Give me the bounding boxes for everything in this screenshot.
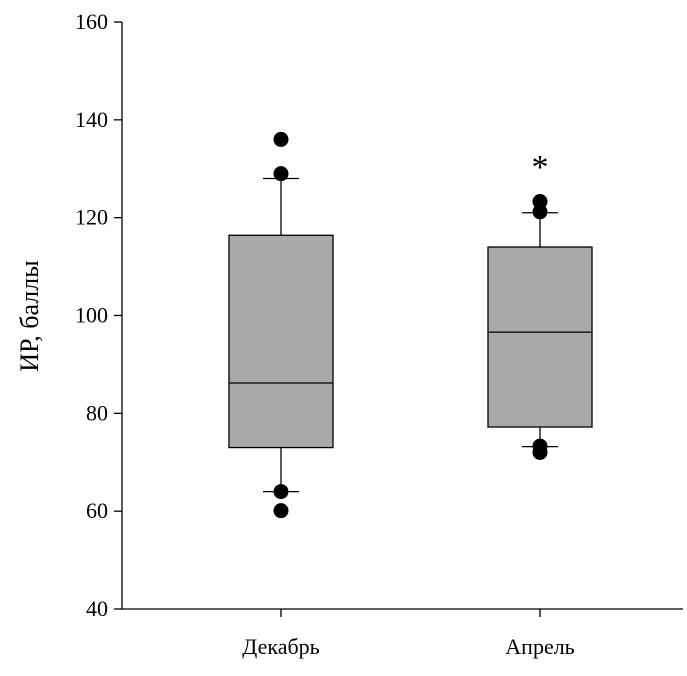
y-tick-label: 140 [75, 107, 108, 132]
outlier-point [532, 204, 548, 220]
iqr-box [228, 234, 334, 449]
x-tick-label: Апрель [505, 634, 574, 659]
box-group: * [487, 149, 593, 460]
x-ticks: Декабрь Апрель [242, 609, 575, 659]
axes [121, 22, 683, 610]
boxes: * [228, 131, 593, 519]
outlier-point [273, 503, 289, 519]
y-tick-label: 160 [75, 9, 108, 34]
iqr-box [487, 246, 593, 428]
significance-annotation: * [532, 149, 549, 186]
y-axis-label: ИР, баллы [15, 260, 44, 371]
y-tick-label: 60 [86, 498, 108, 523]
x-tick-label: Декабрь [242, 634, 319, 659]
y-tick-label: 100 [75, 303, 108, 328]
outlier-point [532, 444, 548, 460]
outlier-point [273, 166, 289, 182]
outlier-point [273, 131, 289, 147]
outlier-point [273, 484, 289, 500]
y-tick-label: 40 [86, 596, 108, 621]
box-group [228, 131, 334, 519]
outlier-point [532, 194, 548, 210]
y-tick-label: 120 [75, 205, 108, 230]
y-tick-label: 80 [86, 400, 108, 425]
y-ticks: 40 60 80 100 120 140 160 [75, 9, 122, 621]
